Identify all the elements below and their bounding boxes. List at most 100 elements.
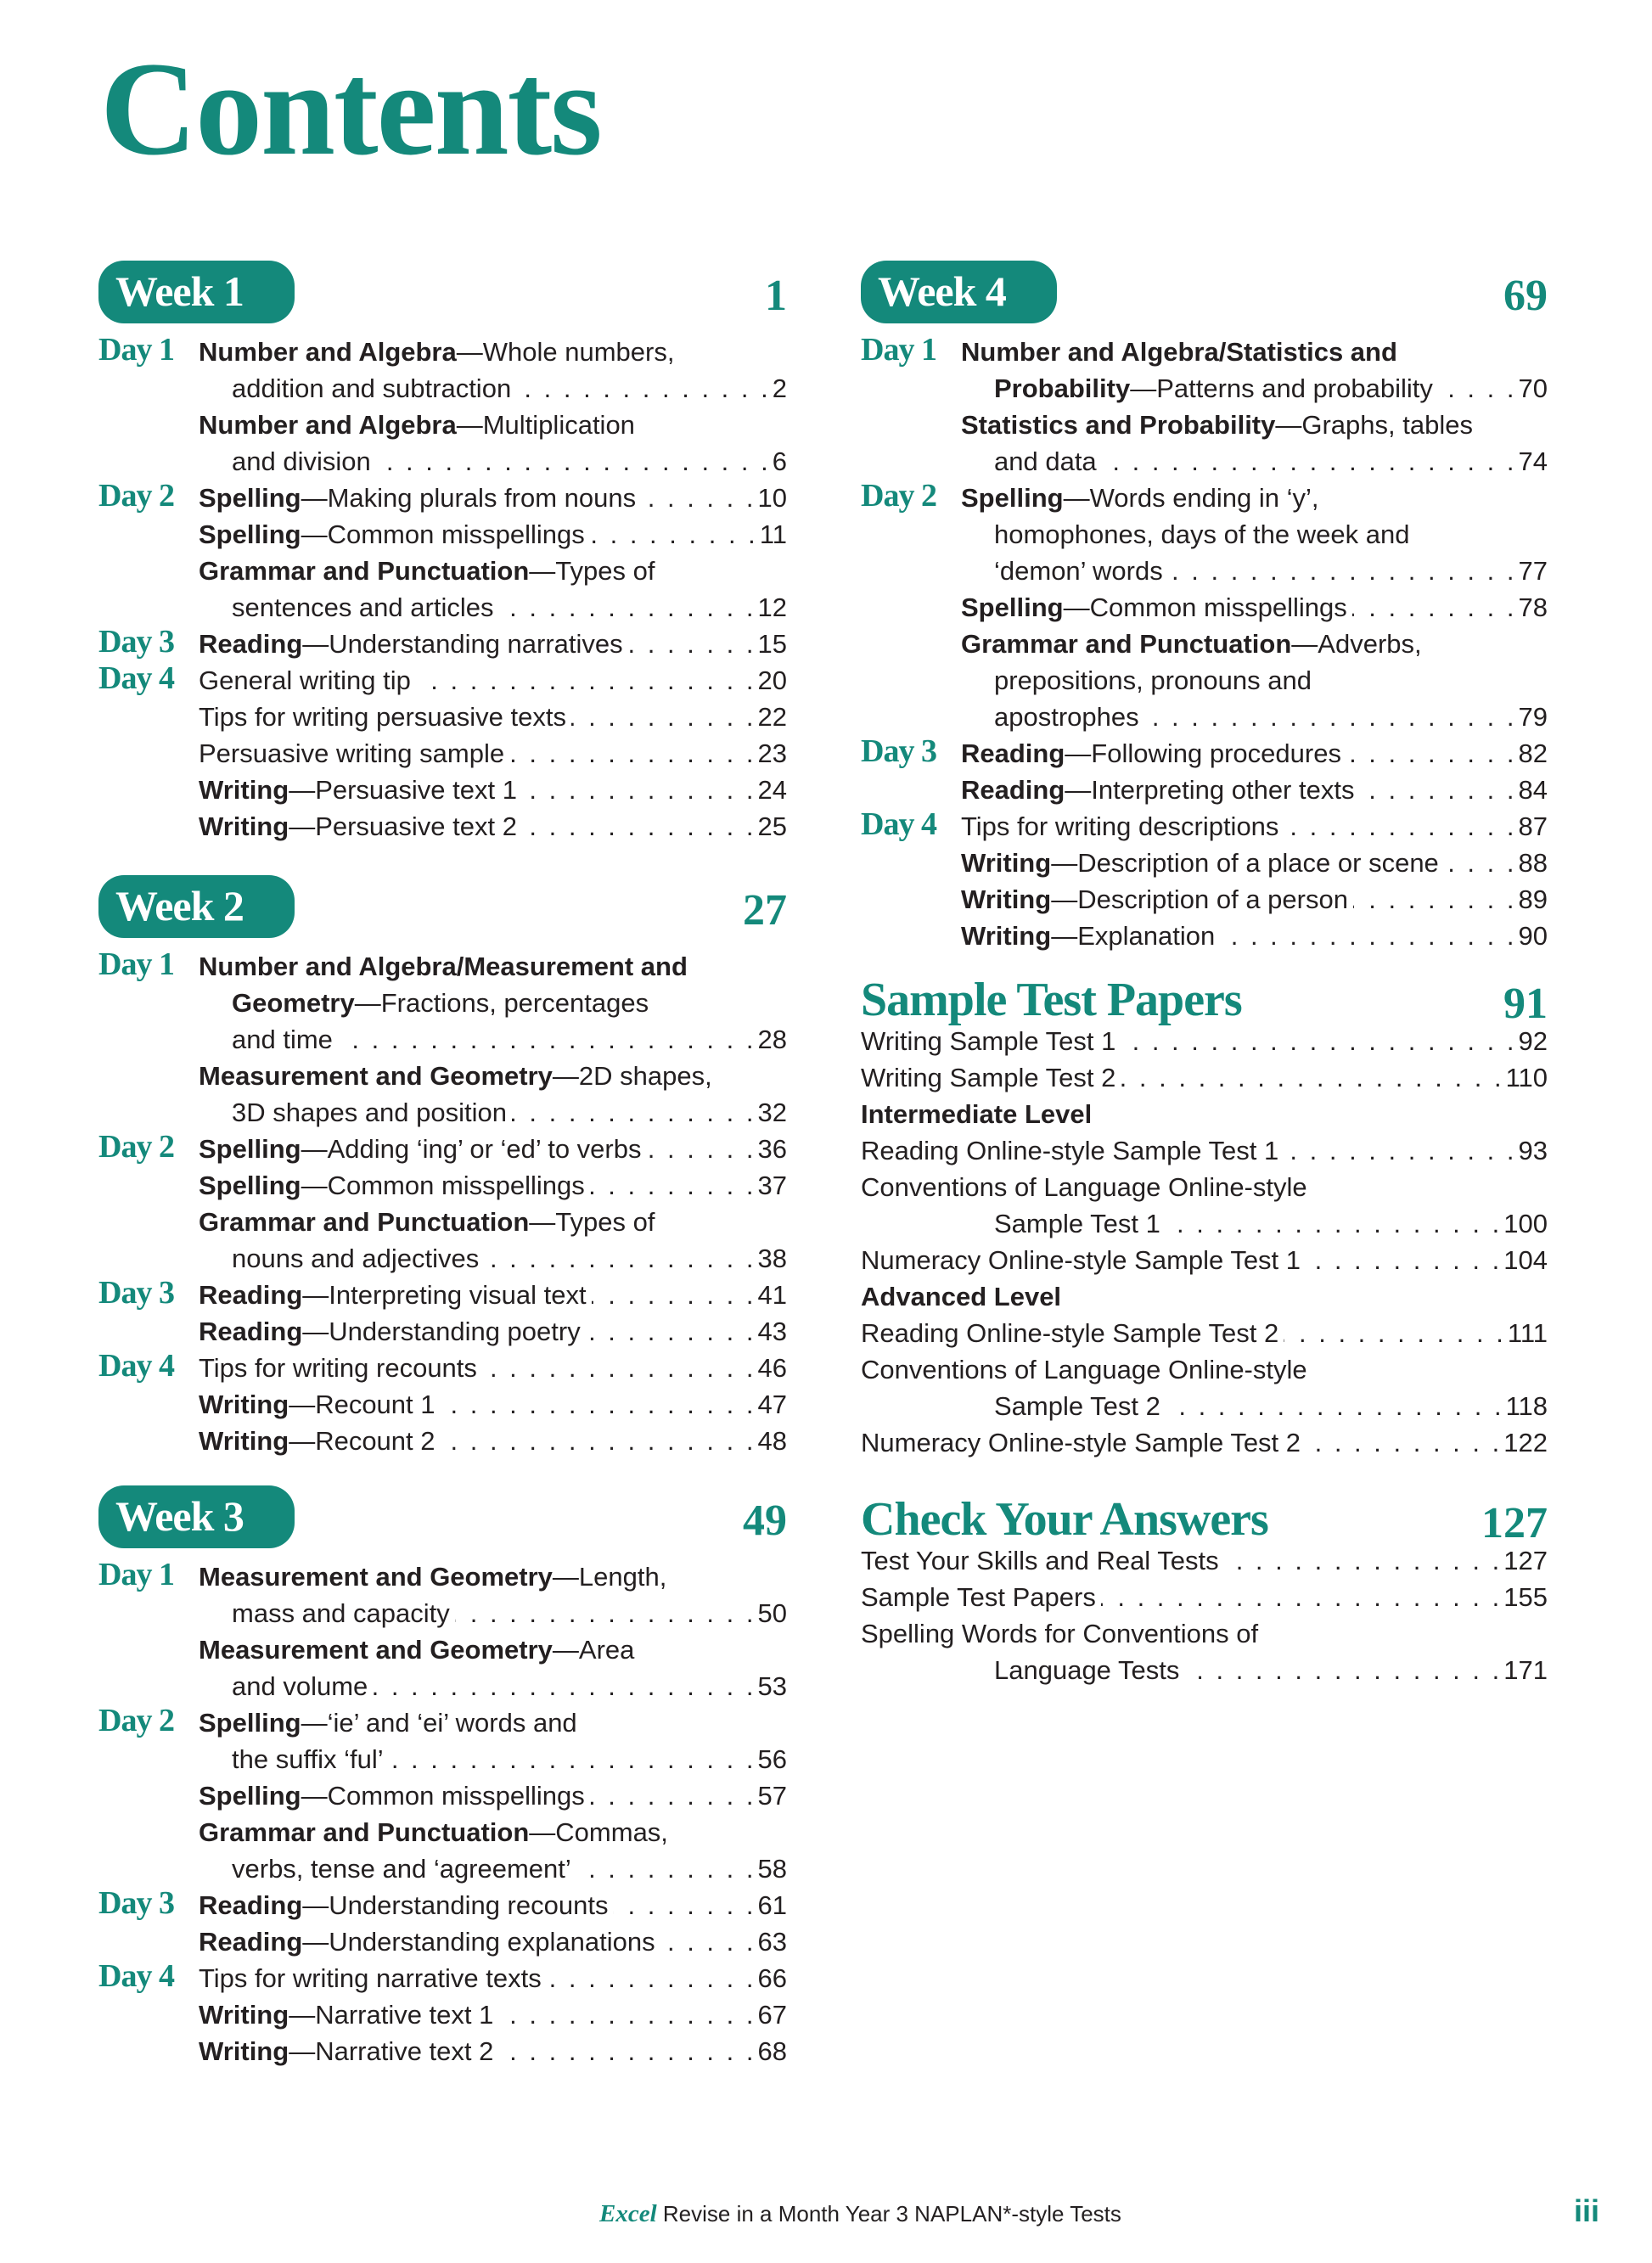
toc-entry[interactable]: Spelling Words for Conventions of <box>861 1615 1548 1652</box>
day-label: Day 4 <box>98 1348 175 1384</box>
toc-entry[interactable]: Day 2 Spelling —Words ending in ‘y’, <box>861 478 1548 516</box>
toc-entry[interactable]: Measurement and Geometry —Area <box>98 1631 787 1668</box>
dot-leader <box>482 1350 756 1386</box>
toc-entry[interactable]: Day 1 Number and Algebra/Measurement and <box>98 946 787 985</box>
entry-page-number: 171 <box>1503 1655 1548 1685</box>
dot-leader <box>1224 1542 1503 1579</box>
toc-entry-continuation[interactable]: Language Tests 171 <box>861 1652 1548 1688</box>
toc-entry[interactable]: Day 2 Spelling—Making plurals from nouns 1… <box>98 478 787 516</box>
dot-leader <box>641 480 756 516</box>
toc-entry[interactable]: Test Your Skills and Real Tests 127 <box>861 1542 1548 1579</box>
toc-entry[interactable]: Day 3 Reading—Understanding narratives 15 <box>98 624 787 662</box>
toc-entry[interactable]: Sample Test Papers 155 <box>861 1579 1548 1615</box>
toc-entry[interactable]: Conventions of Language Online-style <box>861 1351 1548 1388</box>
toc-entry[interactable]: Day 2 Spelling —Adding ‘ing’ or ‘ed’ to ve… <box>98 1129 787 1167</box>
toc-entry[interactable]: Day 3 Reading—Interpreting visual text 41 <box>98 1275 787 1313</box>
toc-entry[interactable]: Day 3 Reading—Following procedures 82 <box>861 733 1548 772</box>
toc-entry[interactable]: Spelling—Common misspellings 57 <box>98 1777 787 1814</box>
toc-entry[interactable]: Spelling—Common misspellings 37 <box>98 1167 787 1204</box>
toc-entry-continuation[interactable]: Sample Test 1 100 <box>861 1205 1548 1242</box>
toc-entry[interactable]: Day 2 Spelling —‘ie’ and ‘ei’ words and <box>98 1703 787 1741</box>
toc-entry[interactable]: Spelling—Common misspellings 78 <box>861 589 1548 626</box>
entry-text: —Adverbs, <box>1291 629 1422 659</box>
toc-entry-continuation[interactable]: Geometry —Fractions, percentages <box>98 985 787 1021</box>
toc-entry[interactable]: Day 4 General writing tip 20 <box>98 660 787 699</box>
toc-entry[interactable]: Writing—Narrative text 2 68 <box>98 2033 787 2069</box>
week-label-pill: Week 3 <box>98 1485 295 1548</box>
toc-entry-continuation[interactable]: and time 28 <box>98 1021 787 1058</box>
toc-entry-continuation[interactable]: ‘demon’ words 77 <box>861 553 1548 589</box>
toc-entry[interactable]: Advanced Level <box>861 1278 1548 1315</box>
toc-entry-continuation[interactable]: homophones, days of the week and <box>861 516 1548 553</box>
toc-entry[interactable]: Persuasive writing sample 23 <box>98 735 787 772</box>
toc-entry[interactable]: Number and Algebra —Multiplication <box>98 407 787 443</box>
toc-entry-continuation[interactable]: nouns and adjectives 38 <box>98 1240 787 1277</box>
toc-entry-continuation[interactable]: and volume 53 <box>98 1668 787 1704</box>
toc-entry-continuation[interactable]: Probability—Patterns and probability 70 <box>861 370 1548 407</box>
toc-entry-continuation[interactable]: Sample Test 2 118 <box>861 1388 1548 1424</box>
toc-entry[interactable]: Grammar and Punctuation —Types of <box>98 553 787 589</box>
toc-entry[interactable]: Day 1 Measurement and Geometry —Length, <box>98 1557 787 1595</box>
entry-topic: Spelling <box>199 1781 301 1811</box>
dot-leader <box>1121 1059 1503 1096</box>
toc-entry-continuation[interactable]: and division 6 <box>98 443 787 480</box>
entry-text: Tips for writing persuasive texts <box>199 702 567 732</box>
toc-entry[interactable]: Writing—Explanation 90 <box>861 918 1548 954</box>
toc-entry[interactable]: Measurement and Geometry —2D shapes, <box>98 1058 787 1094</box>
toc-entry[interactable]: Day 1 Number and Algebra —Whole numbers, <box>98 332 787 370</box>
toc-entry[interactable]: Spelling—Common misspellings 11 <box>98 516 787 553</box>
toc-entry-continuation[interactable]: and data 74 <box>861 443 1548 480</box>
toc-entry-continuation[interactable]: the suffix ‘ful’ 56 <box>98 1741 787 1777</box>
toc-entry[interactable]: Writing—Persuasive text 1 24 <box>98 772 787 808</box>
toc-entry-continuation[interactable]: apostrophes 79 <box>861 699 1548 735</box>
toc-entry-continuation[interactable]: mass and capacity 50 <box>98 1595 787 1631</box>
dot-leader <box>1220 918 1516 954</box>
entry-text: —Common misspellings <box>301 519 585 549</box>
dot-leader <box>1353 881 1517 918</box>
day-label: Day 3 <box>98 1885 175 1921</box>
toc-entry[interactable]: Writing—Recount 1 47 <box>98 1386 787 1423</box>
toc-entry[interactable]: Reading—Understanding poetry 43 <box>98 1313 787 1350</box>
entry-text: —Recount 1 <box>289 1390 435 1419</box>
toc-entry[interactable]: Writing—Narrative text 1 67 <box>98 1996 787 2033</box>
entry-text: —Description of a place or scene <box>1051 848 1439 878</box>
entry-text: and time <box>232 1025 333 1054</box>
toc-entry[interactable]: Reading—Understanding explanations 63 <box>98 1923 787 1960</box>
toc-entry[interactable]: Grammar and Punctuation —Adverbs, <box>861 626 1548 662</box>
entry-page-number: 57 <box>757 1781 787 1811</box>
toc-entry[interactable]: Writing Sample Test 2 110 <box>861 1059 1548 1096</box>
toc-entry-continuation[interactable]: 3D shapes and position 32 <box>98 1094 787 1131</box>
toc-entry[interactable]: Day 4 Tips for writing descriptions 87 <box>861 806 1548 845</box>
entry-page-number: 48 <box>757 1426 787 1456</box>
toc-entry[interactable]: Writing Sample Test 1 92 <box>861 1023 1548 1059</box>
toc-entry[interactable]: Day 1 Number and Algebra/Statistics and <box>861 332 1548 370</box>
toc-entry[interactable]: Day 4 Tips for writing recounts 46 <box>98 1348 787 1386</box>
toc-entry[interactable]: Writing—Description of a place or scene 8… <box>861 845 1548 881</box>
toc-entry[interactable]: Writing—Description of a person 89 <box>861 881 1548 918</box>
toc-entry[interactable]: Day 3 Reading—Understanding recounts 61 <box>98 1885 787 1923</box>
toc-entry[interactable]: Reading Online-style Sample Test 2 111 <box>861 1315 1548 1351</box>
toc-entry[interactable]: Numeracy Online-style Sample Test 2 122 <box>861 1424 1548 1461</box>
toc-entry[interactable]: Grammar and Punctuation —Commas, <box>98 1814 787 1850</box>
toc-entry[interactable]: Day 4 Tips for writing narrative texts 66 <box>98 1958 787 1996</box>
toc-entry[interactable]: Conventions of Language Online-style <box>861 1169 1548 1205</box>
toc-entry[interactable]: Intermediate Level <box>861 1096 1548 1132</box>
toc-entry[interactable]: Tips for writing persuasive texts 22 <box>98 699 787 735</box>
toc-entry[interactable]: Statistics and Probability —Graphs, table… <box>861 407 1548 443</box>
toc-entry-continuation[interactable]: verbs, tense and ‘agreement’ 58 <box>98 1850 787 1887</box>
toc-entry[interactable]: Writing—Recount 2 48 <box>98 1423 787 1459</box>
toc-entry-continuation[interactable]: prepositions, pronouns and <box>861 662 1548 699</box>
toc-entry[interactable]: Reading Online-style Sample Test 1 93 <box>861 1132 1548 1169</box>
dot-leader <box>509 735 756 772</box>
entry-topic: Grammar and Punctuation <box>199 1817 530 1847</box>
day-label: Day 3 <box>98 1275 175 1311</box>
toc-entry-continuation[interactable]: addition and subtraction 2 <box>98 370 787 407</box>
toc-entry[interactable]: Reading—Interpreting other texts 84 <box>861 772 1548 808</box>
toc-entry[interactable]: Writing—Persuasive text 2 25 <box>98 808 787 845</box>
toc-entry[interactable]: Numeracy Online-style Sample Test 1 104 <box>861 1242 1548 1278</box>
toc-entry-continuation[interactable]: sentences and articles 12 <box>98 589 787 626</box>
dot-leader <box>1444 845 1517 881</box>
toc-entry[interactable]: Grammar and Punctuation —Types of <box>98 1204 787 1240</box>
entry-text: sentences and articles <box>232 592 494 622</box>
dot-leader <box>1166 1388 1504 1424</box>
